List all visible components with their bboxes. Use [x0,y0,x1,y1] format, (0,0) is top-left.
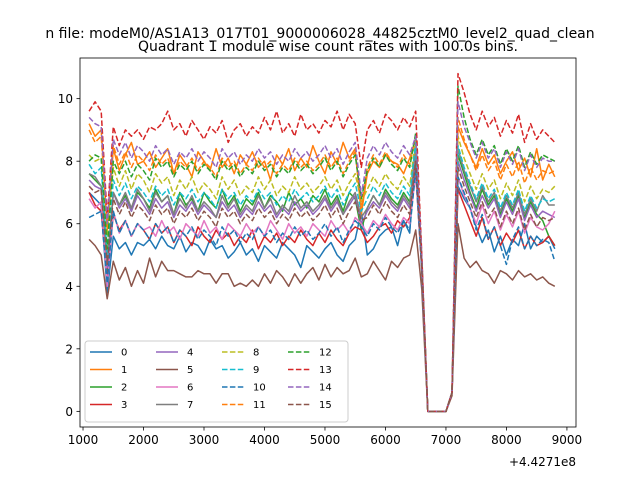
y-tick-label: 8 [65,155,73,169]
legend-label-11: 11 [253,400,266,411]
series-layer [88,72,556,413]
legend-label-3: 3 [121,400,127,411]
legend-label-5: 5 [187,365,193,376]
legend-label-15: 15 [319,400,332,411]
series-line-9 [88,141,556,413]
x-tick-label: 2000 [128,433,159,447]
series-line-13 [88,72,556,413]
series-line-4 [88,154,556,413]
axes-layer [79,57,577,428]
y-tick-label: 0 [65,405,73,419]
legend-label-6: 6 [187,383,193,394]
series-line-8 [88,135,556,413]
figure-suptitle: n file: modeM0/AS1A13_017T01_9000006028_… [45,26,594,42]
y-tick-label: 4 [65,280,73,294]
y-tick-label: 2 [65,342,73,356]
legend-label-13: 13 [319,365,332,376]
legend-label-8: 8 [253,348,259,359]
legend-box [84,340,349,423]
x-tick-label: 3000 [189,433,220,447]
plot-frame [79,57,577,428]
series-line-7 [88,144,555,413]
x-tick-label: 8000 [491,433,522,447]
legend-label-1: 1 [121,365,127,376]
series-line-15 [88,160,556,413]
chart-title: Quadrant 1 module wise count rates with … [138,39,518,55]
x-offset-text: +4.4271e8 [509,455,576,469]
x-tick-label: 9000 [552,433,583,447]
legend-label-10: 10 [253,383,266,394]
x-tick-label: 6000 [370,433,401,447]
series-line-11 [88,116,556,413]
legend-label-0: 0 [121,348,127,359]
legend-label-7: 7 [187,400,193,411]
series-line-10 [88,169,556,413]
y-tick-label: 10 [58,92,73,106]
x-tick-label: 7000 [431,433,462,447]
legend-label-14: 14 [319,383,332,394]
series-line-14 [88,101,555,413]
series-line-5 [88,222,556,413]
legend-label-9: 9 [253,365,259,376]
x-tick-label: 1000 [68,433,99,447]
legend-label-12: 12 [319,348,332,359]
legend-label-2: 2 [121,383,127,394]
series-line-6 [88,172,556,413]
x-tick-label: 5000 [310,433,341,447]
series-line-0 [88,147,556,413]
ticks-layer: 1000 2000 3000 4000 5000 6000 7000 8000 9000 0 2 4 6… [58,92,582,447]
x-tick-label: 4000 [249,433,280,447]
y-tick-label: 6 [65,217,73,231]
legend-label-4: 4 [187,348,193,359]
series-line-12 [88,85,556,413]
